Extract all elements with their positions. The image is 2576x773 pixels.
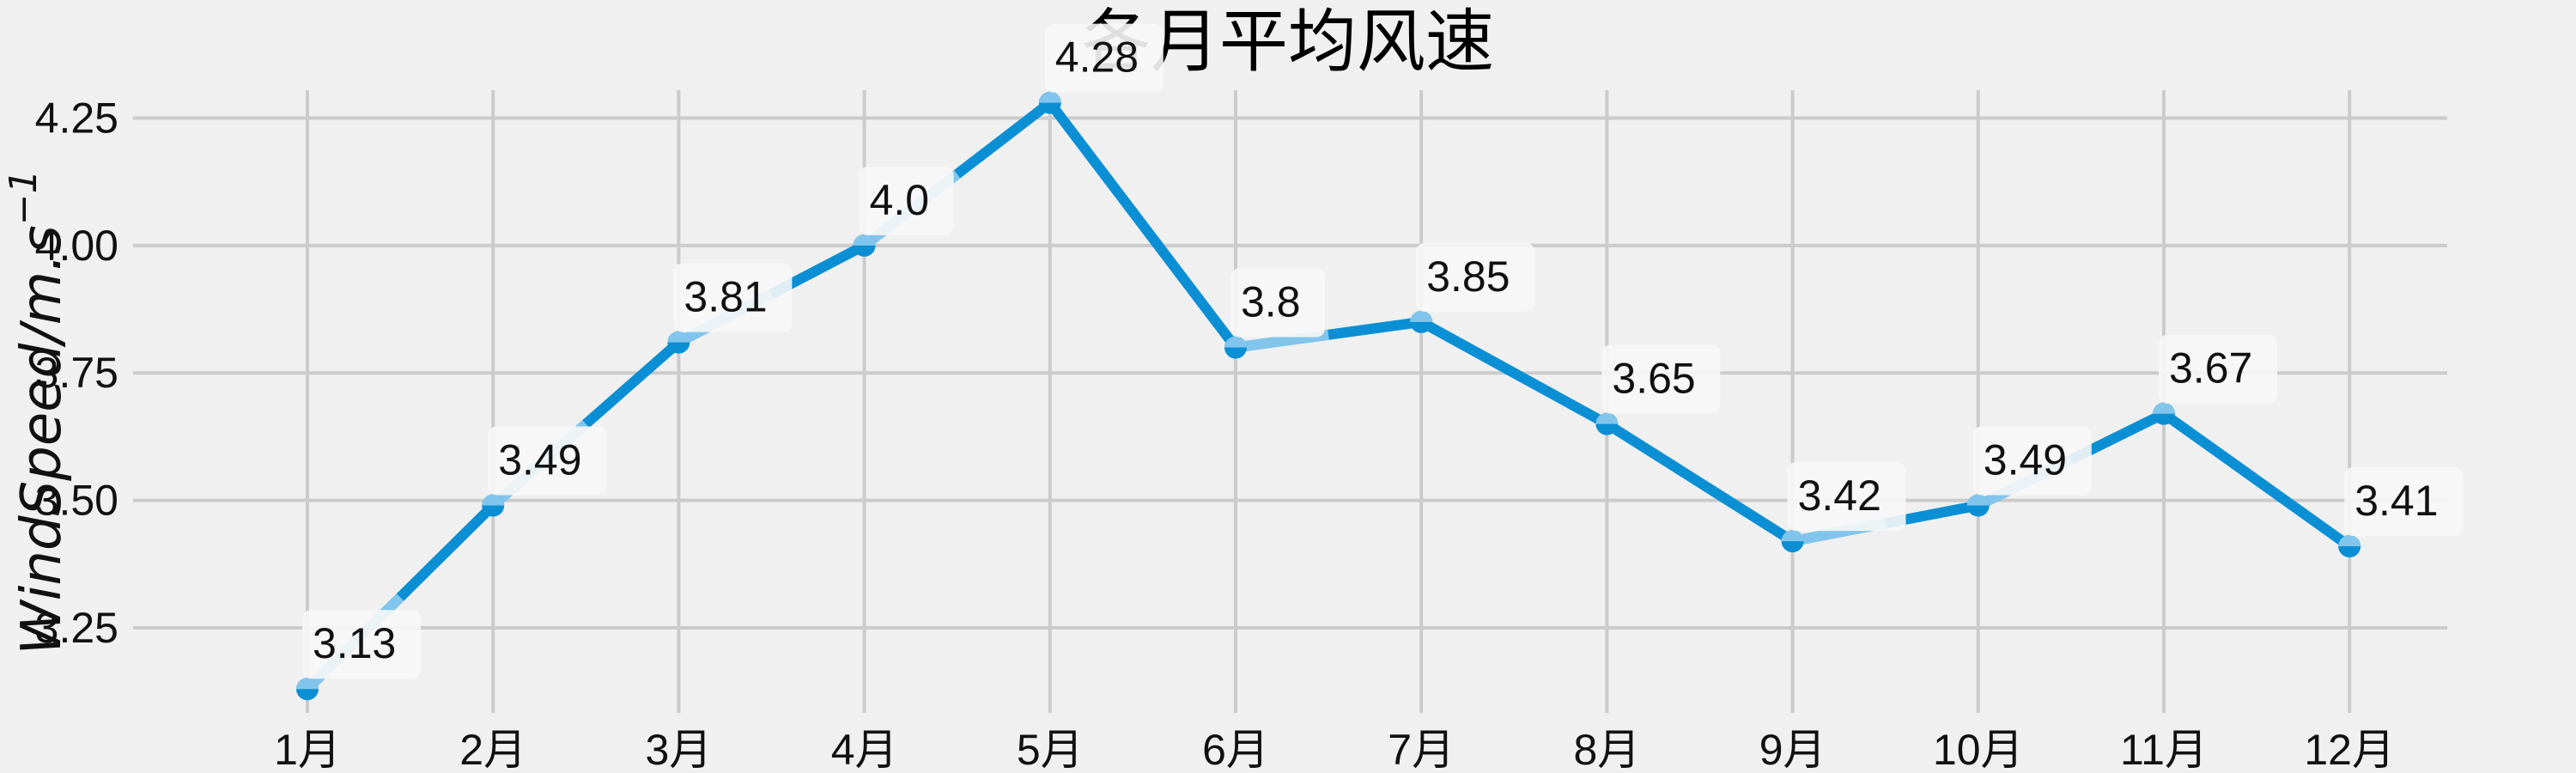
x-tick-label: 11月 xyxy=(2120,726,2208,773)
data-label-box xyxy=(1601,344,1721,414)
y-tick-label: 3.50 xyxy=(35,477,118,525)
data-label-box xyxy=(488,426,607,496)
y-tick-label: 4.00 xyxy=(35,222,118,270)
data-point-highlight xyxy=(1224,336,1247,348)
data-label: 3.49 xyxy=(1984,436,2067,484)
x-tick-label: 3月 xyxy=(645,726,712,773)
y-tick-label: 4.25 xyxy=(35,94,118,142)
series-line-segment xyxy=(1416,316,1613,429)
x-tick-label: 9月 xyxy=(1759,726,1826,773)
data-label: 3.85 xyxy=(1426,253,1510,301)
data-label: 3.67 xyxy=(2169,344,2252,393)
series-line-segment xyxy=(2159,408,2355,552)
y-tick-label: 3.25 xyxy=(35,604,118,652)
x-tick-label: 2月 xyxy=(459,726,526,773)
data-point-highlight xyxy=(296,678,319,690)
series-line-segment xyxy=(1601,418,1798,547)
data-point-highlight xyxy=(1038,91,1061,103)
data-point-highlight xyxy=(853,234,876,246)
data-point-highlight xyxy=(1781,530,1804,542)
data-label-box xyxy=(1787,462,1906,532)
data-label-box xyxy=(2344,467,2464,537)
data-point-highlight xyxy=(2338,535,2361,547)
data-label-box xyxy=(1230,268,1325,338)
data-label: 4.28 xyxy=(1055,33,1139,82)
data-point-highlight xyxy=(2153,402,2175,414)
data-point-highlight xyxy=(667,331,690,343)
data-label: 3.41 xyxy=(2354,477,2438,525)
x-tick-label: 6月 xyxy=(1202,726,1269,773)
x-tick-label: 4月 xyxy=(831,726,898,773)
x-tick-label: 1月 xyxy=(274,726,341,773)
x-tick-label: 8月 xyxy=(1573,726,1640,773)
data-label: 3.65 xyxy=(1612,355,1695,403)
y-axis-label: WindSpeed/m.s−1 xyxy=(2,169,74,654)
data-point-highlight xyxy=(1595,412,1619,424)
series-line-segment xyxy=(1044,97,1241,353)
data-label: 3.81 xyxy=(683,273,767,321)
x-tick-label: 12月 xyxy=(2304,726,2395,773)
y-tick-label: 3.75 xyxy=(35,349,118,397)
data-label-box xyxy=(2159,334,2277,404)
data-label-box xyxy=(1044,23,1163,93)
data-label: 3.42 xyxy=(1798,472,1881,520)
data-label-box xyxy=(1972,426,2092,496)
data-label-box xyxy=(673,263,793,332)
data-label: 4.0 xyxy=(870,176,930,224)
data-label-box xyxy=(1416,242,1535,312)
x-tick-label: 5月 xyxy=(1017,726,1084,773)
data-label: 3.13 xyxy=(313,619,396,667)
data-label-box xyxy=(302,610,421,679)
data-point-highlight xyxy=(1410,310,1433,322)
data-point-highlight xyxy=(482,494,505,506)
data-point-highlight xyxy=(1966,494,1990,506)
x-tick-label: 10月 xyxy=(1933,726,2024,773)
x-tick-label: 7月 xyxy=(1388,726,1455,773)
data-label: 3.8 xyxy=(1241,278,1301,326)
data-label-box xyxy=(859,166,954,235)
data-label: 3.49 xyxy=(498,436,581,484)
